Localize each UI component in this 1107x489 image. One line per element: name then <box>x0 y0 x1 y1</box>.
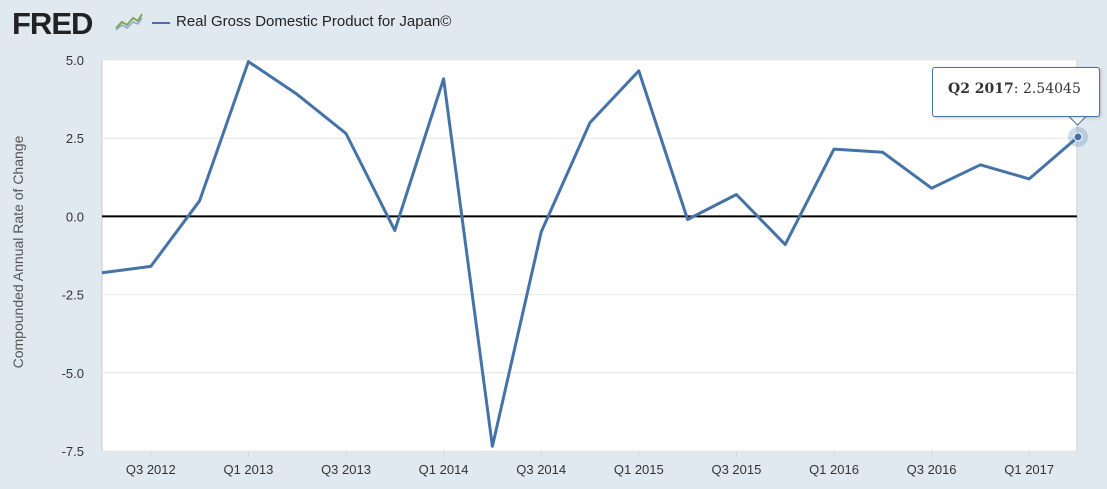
data-point[interactable] <box>99 270 105 276</box>
header: FRED Real Gross Domestic Product for Jap… <box>0 0 1107 50</box>
data-point[interactable] <box>685 217 691 223</box>
fred-logo[interactable]: FRED <box>12 6 93 41</box>
legend-series-label[interactable]: Real Gross Domestic Product for Japan© <box>176 13 452 30</box>
data-point[interactable] <box>538 229 544 235</box>
data-point[interactable] <box>294 91 300 97</box>
data-point[interactable] <box>392 227 398 233</box>
x-tick-label: Q3 2015 <box>711 462 761 477</box>
data-point[interactable] <box>977 162 983 168</box>
data-point[interactable] <box>245 59 251 65</box>
x-tick-label: Q1 2017 <box>1004 462 1054 477</box>
y-tick-label: -5.0 <box>62 366 84 381</box>
data-point[interactable] <box>148 263 154 269</box>
y-tick-label: -7.5 <box>62 444 84 459</box>
x-tick-label: Q3 2013 <box>321 462 371 477</box>
tooltip-date: Q2 2017 <box>948 81 1014 97</box>
legend-series-swatch <box>152 22 170 24</box>
y-tick-label: 2.5 <box>66 131 84 146</box>
data-point[interactable] <box>587 120 593 126</box>
tooltip-separator: : <box>1013 81 1023 97</box>
tooltip-value: 2.54045 <box>1022 81 1081 97</box>
fred-chart-logo-icon <box>114 10 144 32</box>
data-point[interactable] <box>831 146 837 152</box>
data-point[interactable] <box>636 68 642 74</box>
y-tick-label: 5.0 <box>66 53 84 68</box>
x-tick-label: Q3 2012 <box>126 462 176 477</box>
x-axis-ticks: Q3 2012 Q1 2013 Q3 2013 Q1 2014 Q3 2014 Q1 20… <box>126 451 1054 477</box>
x-tick-label: Q1 2014 <box>419 462 469 477</box>
data-point[interactable] <box>343 131 349 137</box>
y-tick-label: -2.5 <box>62 288 84 303</box>
series-line[interactable] <box>101 60 1079 448</box>
data-point[interactable] <box>197 198 203 204</box>
gridlines <box>102 59 1077 452</box>
y-axis-ticks: 5.0 2.5 0.0 -2.5 -5.0 -7.5 <box>62 53 84 459</box>
data-point[interactable] <box>880 149 886 155</box>
x-tick-label: Q1 2013 <box>223 462 273 477</box>
data-point[interactable] <box>489 443 495 449</box>
x-tick-label: Q3 2016 <box>907 462 957 477</box>
data-point[interactable] <box>733 192 739 198</box>
data-point[interactable] <box>782 242 788 248</box>
data-point[interactable] <box>441 76 447 82</box>
tooltip: Q2 2017: 2.54045 <box>932 67 1100 117</box>
data-point[interactable] <box>929 185 935 191</box>
hover-point[interactable] <box>1073 132 1083 142</box>
x-tick-label: Q3 2014 <box>516 462 566 477</box>
y-tick-label: 0.0 <box>66 209 84 224</box>
data-point[interactable] <box>1026 176 1032 182</box>
plot-area <box>101 59 1078 452</box>
x-tick-label: Q1 2015 <box>614 462 664 477</box>
x-tick-label: Q1 2016 <box>809 462 859 477</box>
